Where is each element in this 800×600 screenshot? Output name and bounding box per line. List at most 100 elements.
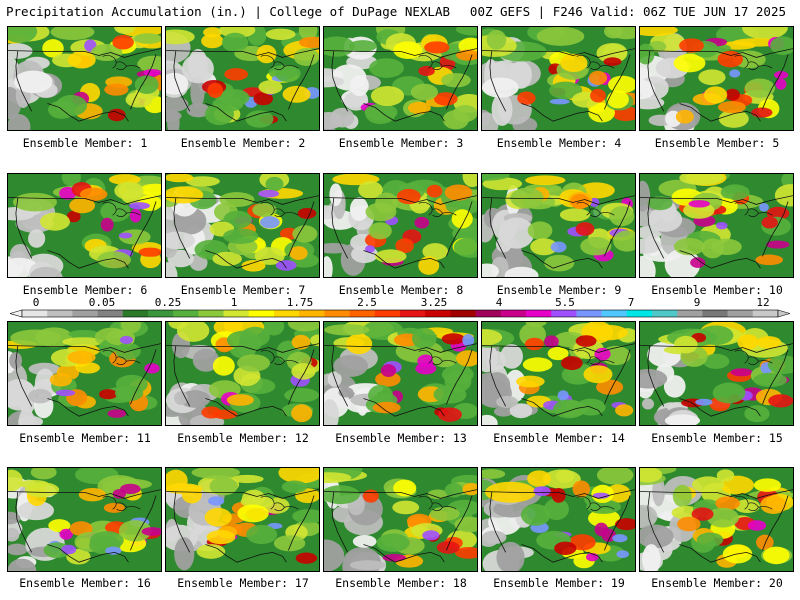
colorbar-swatch [198, 310, 224, 317]
precip-map [324, 174, 477, 277]
colorbar-swatch [47, 310, 73, 317]
colorbar-swatch [22, 310, 48, 317]
colorbar-tick-label: 0.05 [88, 296, 116, 309]
precip-map [640, 27, 793, 130]
ensemble-member-panel [481, 173, 636, 278]
colorbar-swatch [374, 310, 401, 317]
colorbar-tick-label: 3.25 [420, 296, 448, 309]
ensemble-member-panel [323, 26, 478, 131]
precip-map [8, 322, 161, 425]
colorbar-swatch [677, 310, 703, 317]
ensemble-member-panel [323, 467, 478, 572]
ensemble-member-panel [323, 321, 478, 426]
colorbar-swatch [173, 310, 199, 317]
ensemble-member-label: Ensemble Member: 1 [22, 136, 148, 150]
precip-map [640, 468, 793, 571]
colorbar-swatch [349, 310, 376, 317]
ensemble-member-label: Ensemble Member: 17 [177, 576, 309, 590]
colorbar-tick-label: 0.25 [154, 296, 182, 309]
precip-map [324, 27, 477, 130]
colorbar-tick-label: 7 [627, 296, 635, 309]
ensemble-member-label: Ensemble Member: 2 [180, 136, 306, 150]
colorbar-swatch [727, 310, 754, 317]
colorbar-swatch [752, 310, 779, 317]
ensemble-member-panel [7, 321, 162, 426]
colorbar-swatch [324, 310, 350, 317]
colorbar-swatch [97, 310, 124, 317]
colorbar-swatch [122, 310, 149, 317]
colorbar-tick-label: 12 [756, 296, 770, 309]
ensemble-member-label: Ensemble Member: 5 [654, 136, 780, 150]
ensemble-member-label: Ensemble Member: 3 [338, 136, 464, 150]
precip-map [324, 322, 477, 425]
precip-map [482, 468, 635, 571]
ensemble-member-panel [481, 467, 636, 572]
precip-map [640, 174, 793, 277]
colorbar-swatch [425, 310, 451, 317]
colorbar-swatch [148, 310, 174, 317]
precip-map [8, 27, 161, 130]
ensemble-member-label: Ensemble Member: 19 [493, 576, 625, 590]
precip-map [166, 322, 319, 425]
ensemble-member-label: Ensemble Member: 16 [19, 576, 151, 590]
colorbar-swatch [223, 310, 250, 317]
ensemble-member-panel [165, 26, 320, 131]
ensemble-member-panel [7, 173, 162, 278]
ensemble-member-label: Ensemble Member: 6 [22, 283, 148, 297]
precip-map [8, 468, 161, 571]
colorbar-tick-label: 4 [495, 296, 503, 309]
ensemble-member-label: Ensemble Member: 10 [651, 283, 783, 297]
ensemble-member-panel [639, 173, 794, 278]
colorbar-swatch [299, 310, 325, 317]
colorbar-swatch [626, 310, 653, 317]
ensemble-member-panel [165, 173, 320, 278]
colorbar-tick-label: 1.75 [286, 296, 314, 309]
ensemble-member-label: Ensemble Member: 9 [496, 283, 622, 297]
colorbar-swatch [400, 310, 426, 317]
ensemble-member-panel [481, 26, 636, 131]
ensemble-member-label: Ensemble Member: 15 [651, 431, 783, 445]
colorbar-swatch [601, 310, 628, 317]
ensemble-member-panel [639, 467, 794, 572]
precip-map [324, 468, 477, 571]
precipitation-colorbar [10, 309, 790, 318]
precip-map [482, 27, 635, 130]
ensemble-member-label: Ensemble Member: 13 [335, 431, 467, 445]
ensemble-member-label: Ensemble Member: 14 [493, 431, 625, 445]
colorbar-swatch [576, 310, 602, 317]
ensemble-member-panel [639, 26, 794, 131]
ensemble-member-panel [165, 321, 320, 426]
precip-map [482, 322, 635, 425]
colorbar-swatch [475, 310, 502, 317]
precip-map [166, 468, 319, 571]
precip-map [640, 322, 793, 425]
ensemble-member-label: Ensemble Member: 7 [180, 283, 306, 297]
ensemble-member-label: Ensemble Member: 4 [496, 136, 622, 150]
colorbar-tick-label: 1 [230, 296, 238, 309]
colorbar-swatch [702, 310, 728, 317]
colorbar-swatch [274, 310, 300, 317]
colorbar-tick-label: 2.5 [357, 296, 377, 309]
ensemble-member-label: Ensemble Member: 11 [19, 431, 151, 445]
colorbar-swatch [500, 310, 527, 317]
ensemble-member-label: Ensemble Member: 12 [177, 431, 309, 445]
colorbar-swatch [526, 310, 552, 317]
colorbar-tick-label: 0 [32, 296, 40, 309]
colorbar-swatch [450, 310, 476, 317]
colorbar-tick-label: 9 [693, 296, 701, 309]
colorbar-tick-label: 5.5 [555, 296, 575, 309]
colorbar-swatch [248, 310, 275, 317]
colorbar-swatch [652, 310, 678, 317]
ensemble-member-panel [481, 321, 636, 426]
ensemble-member-label: Ensemble Member: 20 [651, 576, 783, 590]
precip-map [166, 27, 319, 130]
model-run-info: 00Z GEFS | F246 Valid: 06Z TUE JUN 17 20… [469, 4, 786, 19]
ensemble-member-panel [7, 26, 162, 131]
map-title: Precipitation Accumulation (in.) | Colle… [6, 4, 451, 19]
precip-map [166, 174, 319, 277]
ensemble-member-panel [165, 467, 320, 572]
ensemble-member-label: Ensemble Member: 8 [338, 283, 464, 297]
ensemble-member-panel [639, 321, 794, 426]
precip-map [8, 174, 161, 277]
colorbar-swatch [551, 310, 577, 317]
